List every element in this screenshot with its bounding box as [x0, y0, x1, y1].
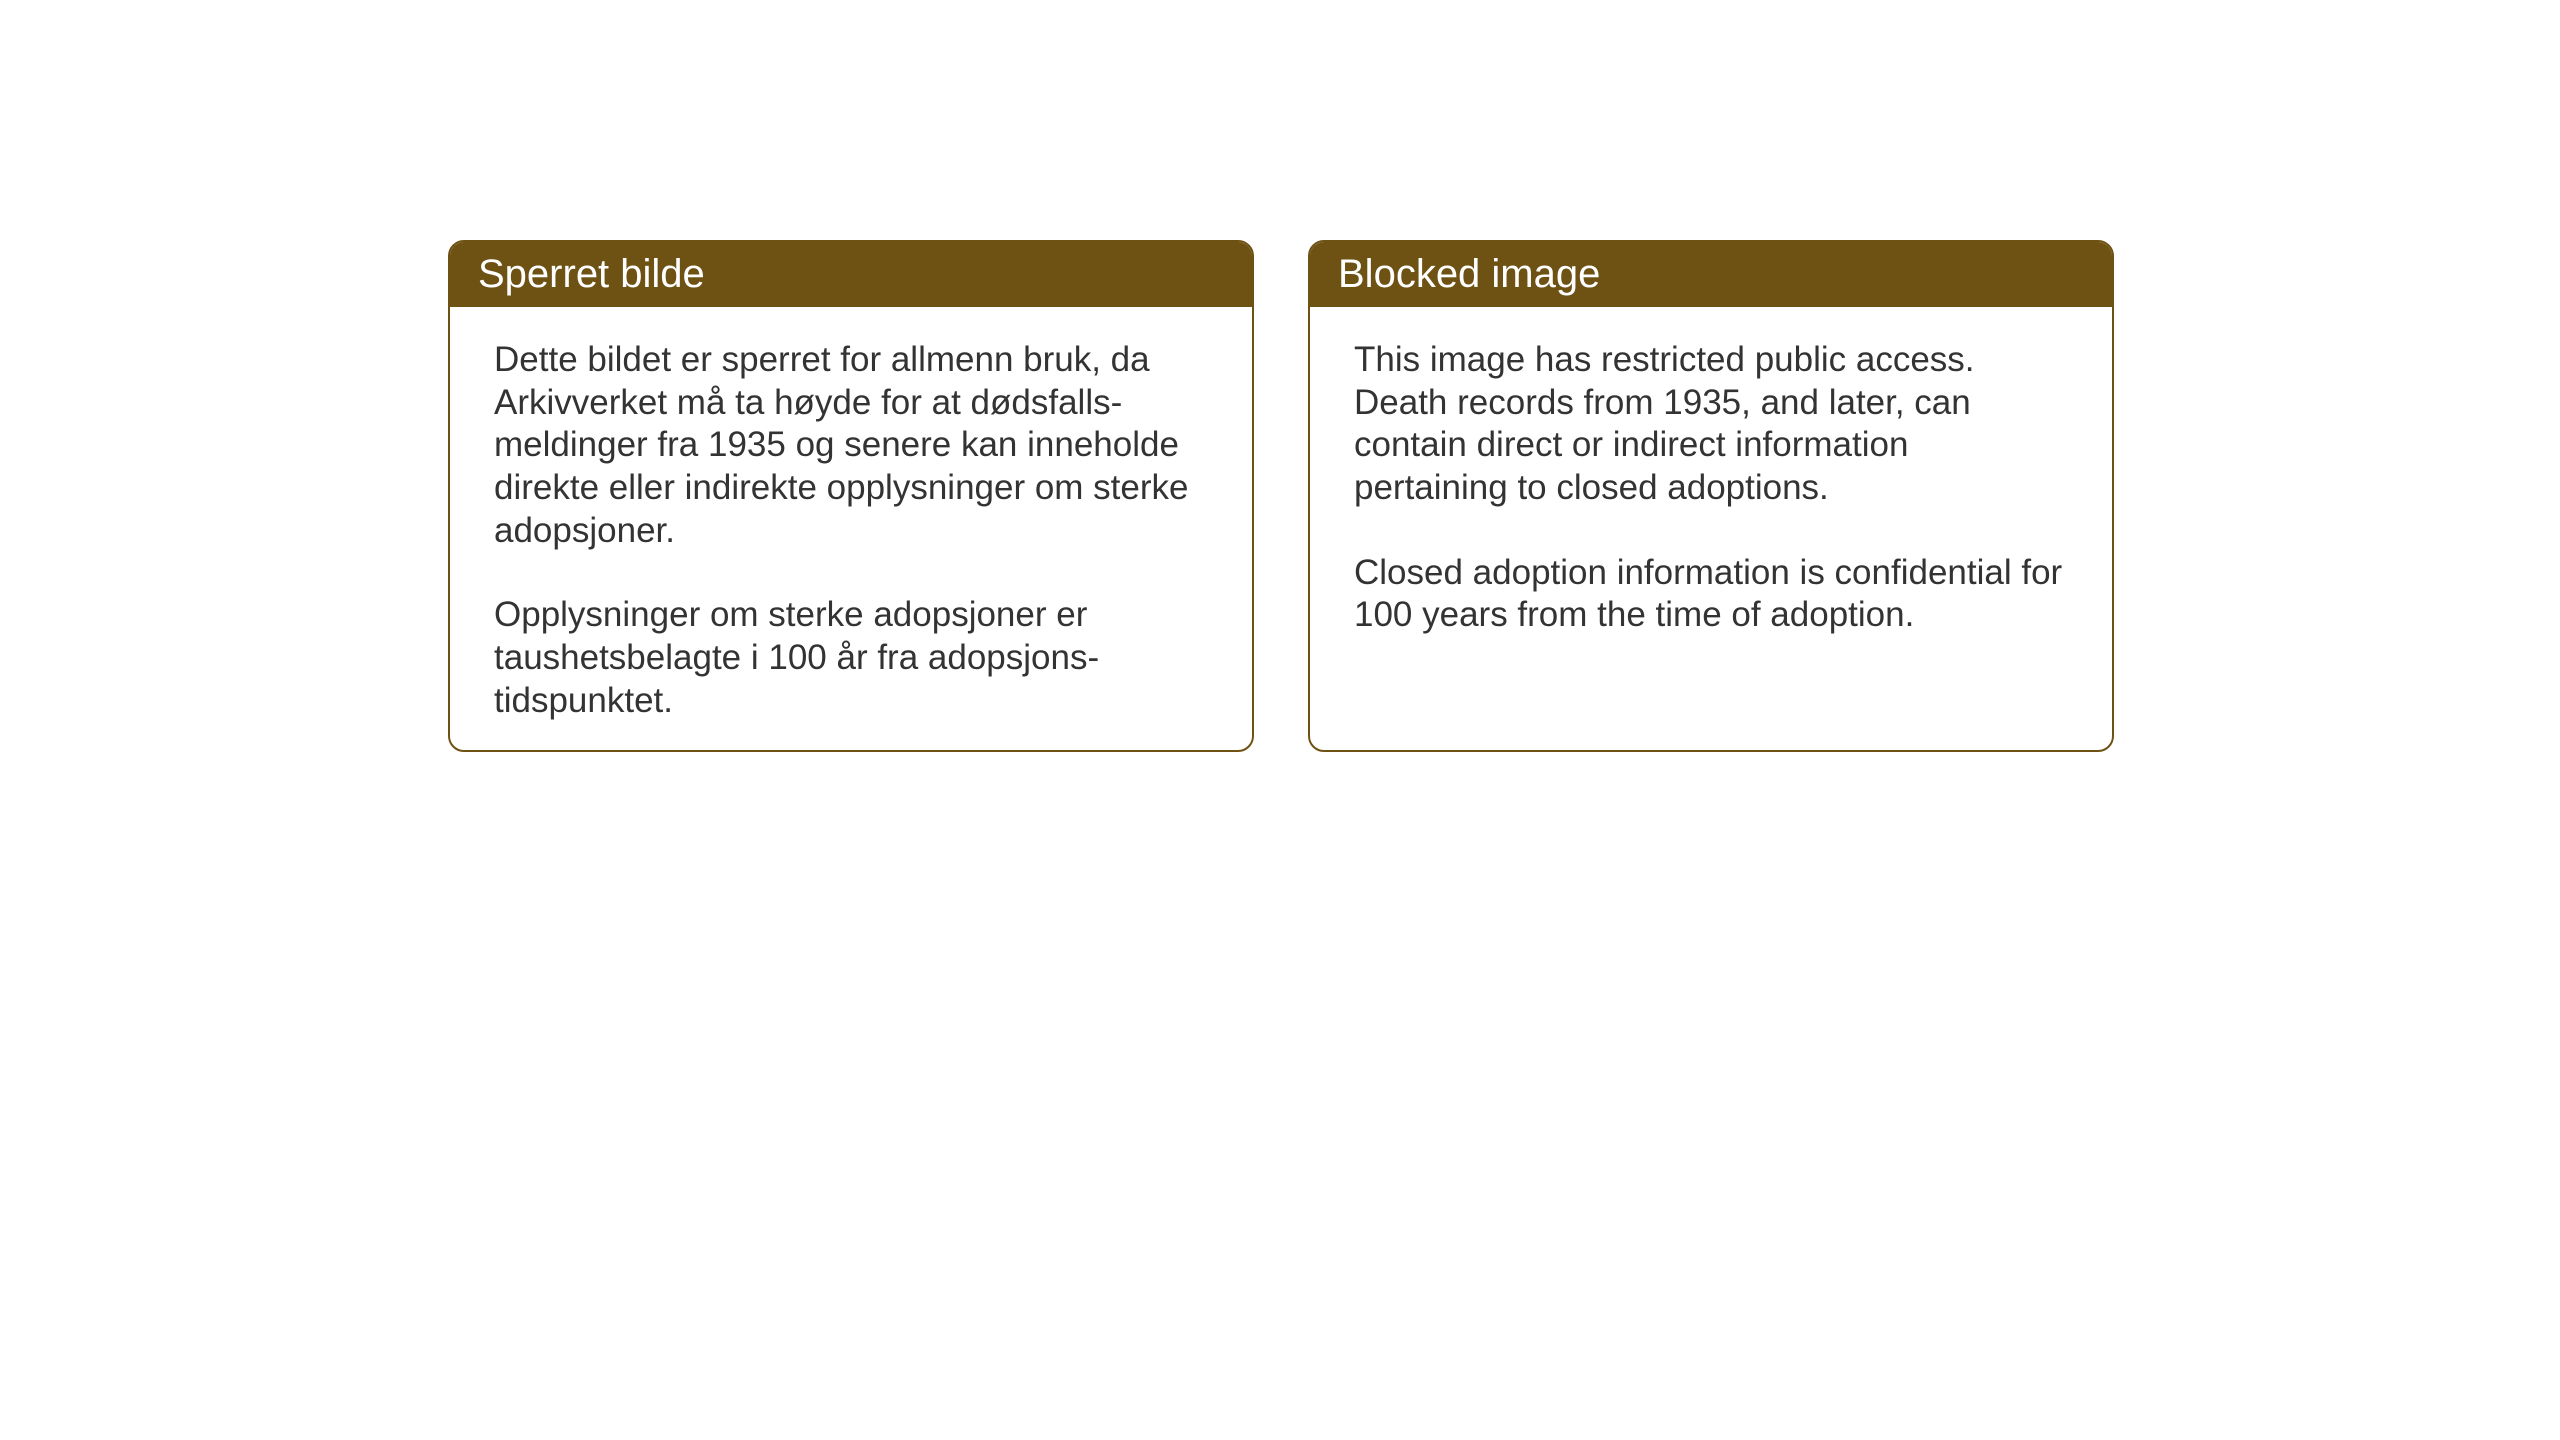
card-norwegian: Sperret bilde Dette bildet er sperret fo… — [448, 240, 1254, 752]
cards-container: Sperret bilde Dette bildet er sperret fo… — [448, 240, 2114, 752]
card-header-english: Blocked image — [1310, 242, 2112, 307]
paragraph-2-english: Closed adoption information is confident… — [1354, 552, 2068, 637]
card-english: Blocked image This image has restricted … — [1308, 240, 2114, 752]
card-body-norwegian: Dette bildet er sperret for allmenn bruk… — [450, 307, 1252, 752]
paragraph-1-norwegian: Dette bildet er sperret for allmenn bruk… — [494, 339, 1208, 552]
card-title-norwegian: Sperret bilde — [478, 252, 705, 296]
card-body-english: This image has restricted public access.… — [1310, 307, 2112, 669]
card-title-english: Blocked image — [1338, 252, 1600, 296]
paragraph-2-norwegian: Opplysninger om sterke adopsjoner er tau… — [494, 594, 1208, 722]
card-header-norwegian: Sperret bilde — [450, 242, 1252, 307]
paragraph-1-english: This image has restricted public access.… — [1354, 339, 2068, 510]
